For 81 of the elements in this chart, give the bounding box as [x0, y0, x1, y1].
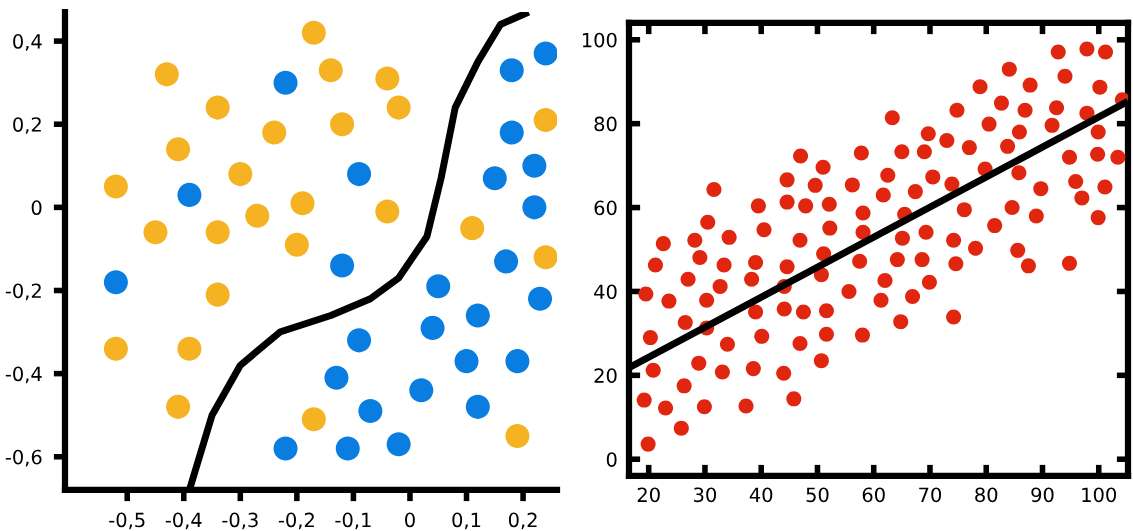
point: [426, 274, 451, 299]
point: [245, 203, 270, 228]
point: [330, 112, 355, 137]
point: [482, 166, 507, 191]
point: [522, 153, 547, 178]
y-tick-label: 60: [594, 200, 617, 216]
point: [154, 62, 179, 87]
point: [533, 41, 557, 66]
point: [177, 182, 202, 207]
point: [262, 120, 287, 145]
point: [103, 336, 128, 361]
x-tick-label: -0,2: [278, 512, 314, 530]
point: [465, 303, 490, 328]
point: [347, 162, 372, 187]
x-tick-label: 50: [806, 487, 829, 503]
point: [284, 232, 309, 257]
x-tick-label: 80: [975, 487, 998, 503]
point: [358, 399, 383, 424]
point: [205, 95, 230, 120]
point: [103, 270, 128, 295]
point: [409, 378, 434, 403]
point: [505, 349, 530, 374]
x-tick-label: -0,1: [335, 512, 371, 530]
point: [205, 220, 230, 245]
point: [454, 349, 479, 374]
point: [205, 282, 230, 307]
point: [103, 174, 128, 199]
point: [273, 436, 298, 461]
point: [301, 20, 326, 45]
y-tick-label: 0: [31, 200, 42, 216]
x-tick-label: -0,5: [109, 512, 145, 530]
x-tick-label: 100: [1082, 487, 1117, 503]
point: [301, 407, 326, 432]
point: [177, 336, 202, 361]
x-tick-label: 0,1: [452, 512, 481, 530]
point: [420, 315, 445, 340]
point: [335, 436, 360, 461]
point: [324, 365, 349, 390]
point: [505, 423, 530, 448]
y-tick-label: 40: [594, 284, 617, 300]
x-tick-label: 40: [749, 487, 773, 503]
y-tick-label: 0,4: [13, 34, 42, 51]
y-tick-label: 80: [594, 116, 617, 132]
point: [347, 328, 372, 353]
y-tick-label: -0,4: [5, 366, 42, 384]
x-tick-label: 0,2: [508, 512, 537, 530]
x-tick-label: 30: [694, 487, 717, 503]
y-tick-label: 0,2: [13, 117, 41, 134]
point: [273, 70, 298, 95]
point: [375, 66, 400, 91]
point: [499, 58, 524, 83]
x-tick-label: 70: [919, 487, 942, 503]
point: [228, 162, 253, 187]
point: [318, 58, 343, 83]
y-tick-label: -0,6: [5, 449, 42, 467]
y-tick-label: -0,2: [5, 283, 41, 301]
point: [386, 95, 411, 120]
point: [460, 216, 485, 241]
point: [528, 286, 553, 311]
point: [499, 120, 524, 145]
point: [166, 394, 191, 419]
x-tick-label: 90: [1031, 487, 1054, 503]
x-tick-label: 60: [862, 487, 885, 503]
point: [143, 220, 168, 245]
x-tick-label: 20: [637, 487, 660, 503]
x-tick-label: -0,3: [222, 512, 258, 530]
point: [330, 253, 355, 278]
point: [386, 432, 411, 457]
y-tick-label: 0: [606, 452, 617, 467]
point: [494, 249, 519, 274]
x-tick-label: -0,4: [165, 512, 202, 530]
point: [522, 195, 547, 220]
y-tick-label: 20: [594, 368, 617, 383]
y-tick-label: 100: [582, 32, 617, 48]
point: [533, 108, 557, 133]
point: [375, 199, 400, 224]
point: [290, 191, 315, 216]
point: [533, 245, 557, 270]
point: [465, 394, 490, 419]
point: [166, 137, 191, 162]
x-tick-label: 0: [405, 512, 415, 528]
